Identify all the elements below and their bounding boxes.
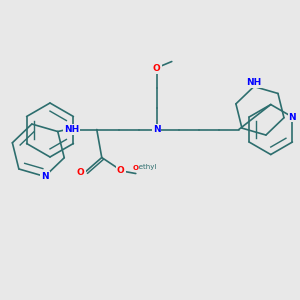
Text: O: O: [117, 166, 124, 175]
Text: N: N: [41, 172, 49, 181]
Text: O: O: [77, 168, 85, 177]
Text: NH: NH: [246, 78, 262, 87]
Text: NH: NH: [64, 125, 80, 134]
Text: methyl: methyl: [133, 164, 157, 169]
Text: N: N: [289, 112, 296, 122]
Text: O: O: [153, 64, 160, 73]
Text: N: N: [153, 125, 160, 134]
Text: O: O: [133, 164, 139, 170]
